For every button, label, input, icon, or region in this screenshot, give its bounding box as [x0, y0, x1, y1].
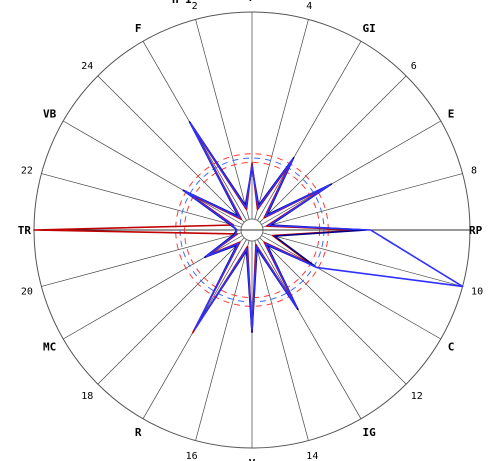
- spoke-IG: [257, 239, 362, 419]
- spoke-6: [259, 75, 407, 223]
- spoke-2: [195, 19, 250, 220]
- spoke-label-12: 12: [411, 391, 423, 402]
- spoke-label-C: C: [448, 341, 455, 354]
- spoke-label-IG: IG: [363, 426, 377, 439]
- spoke-label-MC: MC: [43, 341, 56, 354]
- spoke-label-RP: RP: [469, 224, 483, 237]
- reference-circle-3: [175, 153, 329, 307]
- spoke-14: [254, 240, 309, 441]
- spoke-label-4: 4: [306, 1, 312, 12]
- reference-circles: [175, 153, 329, 307]
- spoke-20: [41, 232, 242, 287]
- spoke-16: [195, 240, 250, 441]
- spoke-label-E: E: [448, 108, 455, 121]
- spoke-label-F: F: [135, 22, 142, 35]
- spoke-4: [254, 19, 309, 220]
- clipped-top-text: H I: [172, 0, 192, 6]
- series-line-2: [182, 121, 368, 333]
- reference-circle-1: [183, 161, 321, 299]
- spoke-label-GI: GI: [363, 22, 376, 35]
- series-line-1: [33, 124, 362, 334]
- spoke-label-R: R: [135, 426, 142, 439]
- series-layer: [33, 121, 464, 334]
- spoke-label-TR: TR: [18, 224, 32, 237]
- spoke-18: [97, 237, 245, 385]
- spoke-label-10: 10: [471, 286, 483, 297]
- spoke-label-6: 6: [411, 61, 417, 72]
- spoke-label-8: 8: [471, 166, 477, 177]
- spoke-22: [41, 173, 242, 228]
- spoke-label-2: 2: [192, 1, 198, 12]
- chart-grid: [33, 11, 471, 449]
- spoke-GI: [257, 41, 362, 221]
- spoke-label-22: 22: [21, 166, 33, 177]
- reference-circle-2: [179, 157, 325, 303]
- series-line-3: [184, 122, 464, 331]
- spoke-label-V: V: [249, 457, 256, 461]
- spoke-label-VB: VB: [43, 108, 57, 121]
- spoke-label-24: 24: [81, 61, 93, 72]
- spoke-VB: [63, 120, 243, 225]
- spoke-10: [262, 232, 463, 287]
- spoke-label-16: 16: [186, 451, 198, 461]
- spoke-label-14: 14: [306, 451, 318, 461]
- spoke-12: [259, 237, 407, 385]
- spoke-labels: P 4 GI 6 E 8 RP 10 C 12 IG 14 V 16 R 18 MC 20 TR 22 VB 24 F 2: [18, 0, 483, 461]
- spoke-E: [261, 120, 441, 225]
- spoke-label-P: P: [249, 0, 256, 4]
- spoke-label-20: 20: [21, 286, 33, 297]
- spoke-C: [261, 235, 441, 340]
- spoke-8: [262, 173, 463, 228]
- spoke-label-18: 18: [81, 391, 93, 402]
- spoke-24: [97, 75, 245, 223]
